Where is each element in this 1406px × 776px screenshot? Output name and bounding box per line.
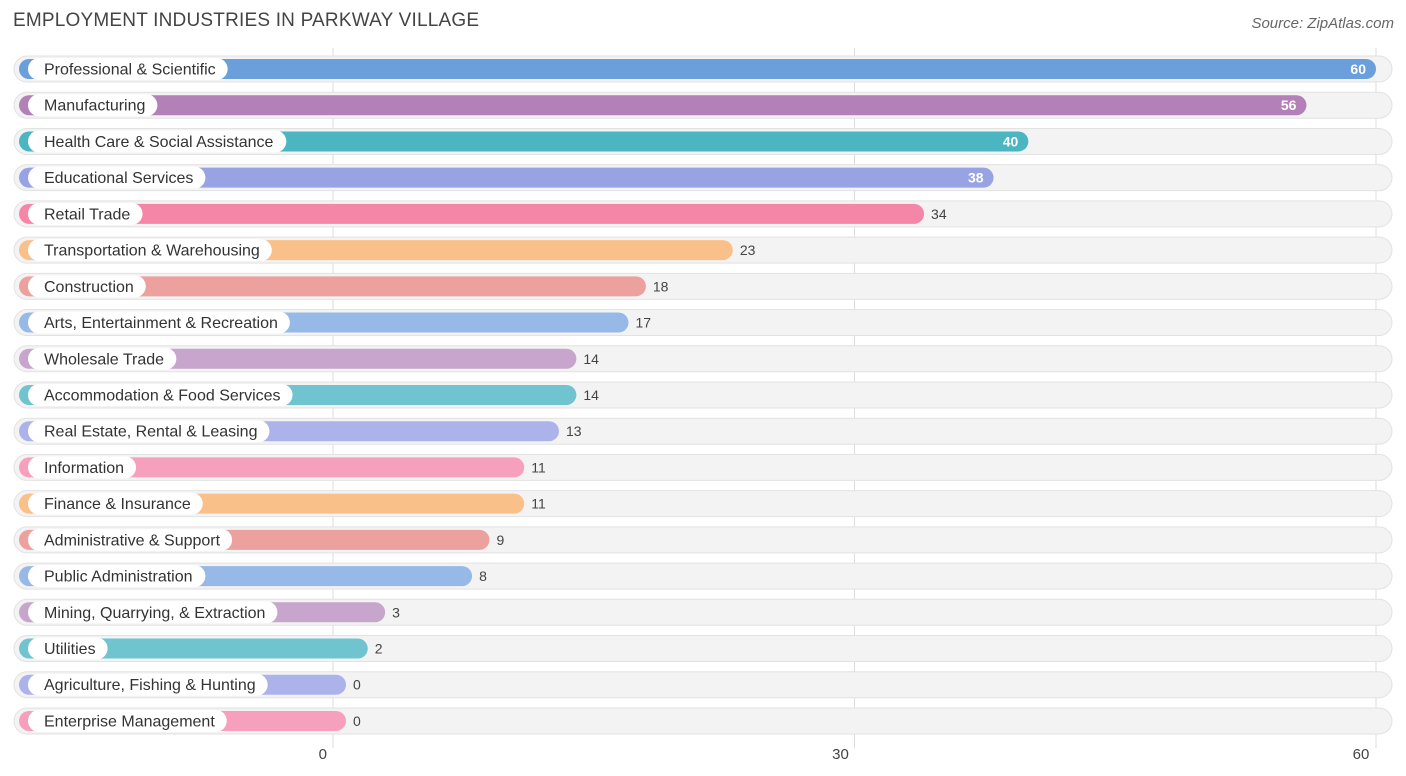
category-label-pill — [28, 528, 233, 551]
category-label-pill — [28, 601, 278, 624]
category-label: Transportation & Warehousing — [44, 243, 260, 260]
value-label: 38 — [968, 170, 984, 186]
value-label: 11 — [531, 496, 546, 512]
category-label: Public Administration — [44, 569, 193, 586]
value-label: 56 — [1281, 97, 1297, 113]
category-label-pill — [28, 94, 158, 117]
category-label: Retail Trade — [44, 206, 130, 223]
category-label: Enterprise Management — [44, 713, 215, 730]
category-label: Administrative & Support — [44, 532, 221, 549]
value-label: 3 — [392, 604, 400, 620]
value-label: 9 — [496, 532, 504, 548]
bar — [19, 457, 525, 478]
category-label: Mining, Quarrying, & Extraction — [44, 605, 265, 622]
category-label: Construction — [44, 279, 134, 296]
category-label-pill — [28, 492, 203, 515]
category-label-pill — [28, 202, 143, 225]
category-label-pill — [28, 275, 146, 298]
value-label: 23 — [740, 242, 756, 258]
category-label: Educational Services — [44, 170, 193, 187]
category-label-pill — [28, 130, 287, 153]
x-tick-label: 0 — [319, 746, 327, 763]
value-label: 11 — [531, 459, 546, 475]
category-label-pill — [28, 383, 293, 406]
value-label: 40 — [1003, 133, 1019, 149]
category-label-pill — [28, 709, 227, 732]
category-label: Manufacturing — [44, 98, 145, 115]
category-label-pill — [28, 420, 270, 443]
category-label-pill — [28, 311, 290, 334]
value-label: 18 — [653, 278, 669, 294]
category-label: Finance & Insurance — [44, 496, 191, 513]
bar — [19, 276, 646, 297]
value-label: 2 — [375, 641, 383, 657]
category-label-pill — [28, 166, 206, 189]
category-label-pill — [28, 456, 137, 479]
category-label: Wholesale Trade — [44, 351, 164, 368]
category-label-pill — [28, 58, 228, 80]
category-label: Agriculture, Fishing & Hunting — [44, 677, 256, 694]
value-label: 8 — [479, 568, 487, 584]
category-label-pill — [28, 347, 177, 370]
category-label: Accommodation & Food Services — [44, 387, 281, 404]
category-label: Arts, Entertainment & Recreation — [44, 315, 278, 332]
category-label-pill — [28, 637, 108, 660]
category-label-pill — [28, 565, 206, 588]
category-label: Information — [44, 460, 124, 477]
chart-title: EMPLOYMENT INDUSTRIES IN PARKWAY VILLAGE — [13, 10, 480, 31]
bar — [19, 95, 1307, 116]
category-label: Real Estate, Rental & Leasing — [44, 424, 257, 441]
value-label: 60 — [1350, 61, 1366, 77]
value-label: 0 — [353, 713, 361, 729]
row-track — [13, 707, 1393, 735]
row-track — [13, 671, 1393, 699]
value-label: 0 — [353, 677, 361, 693]
value-label: 13 — [566, 423, 582, 439]
category-label: Professional & Scientific — [44, 62, 216, 79]
category-label: Health Care & Social Assistance — [44, 134, 274, 151]
value-label: 14 — [583, 351, 599, 367]
value-label: 34 — [931, 206, 947, 222]
source-note: Source: ZipAtlas.com — [1251, 15, 1394, 32]
bar — [19, 59, 1376, 79]
bar — [19, 167, 994, 188]
category-label: Utilities — [44, 641, 96, 658]
x-tick-label: 60 — [1353, 746, 1370, 763]
value-label: 14 — [583, 387, 599, 403]
category-label-pill — [28, 239, 272, 262]
x-tick-label: 30 — [832, 746, 849, 763]
bar — [19, 203, 925, 224]
value-label: 17 — [636, 315, 652, 331]
category-label-pill — [28, 673, 268, 696]
